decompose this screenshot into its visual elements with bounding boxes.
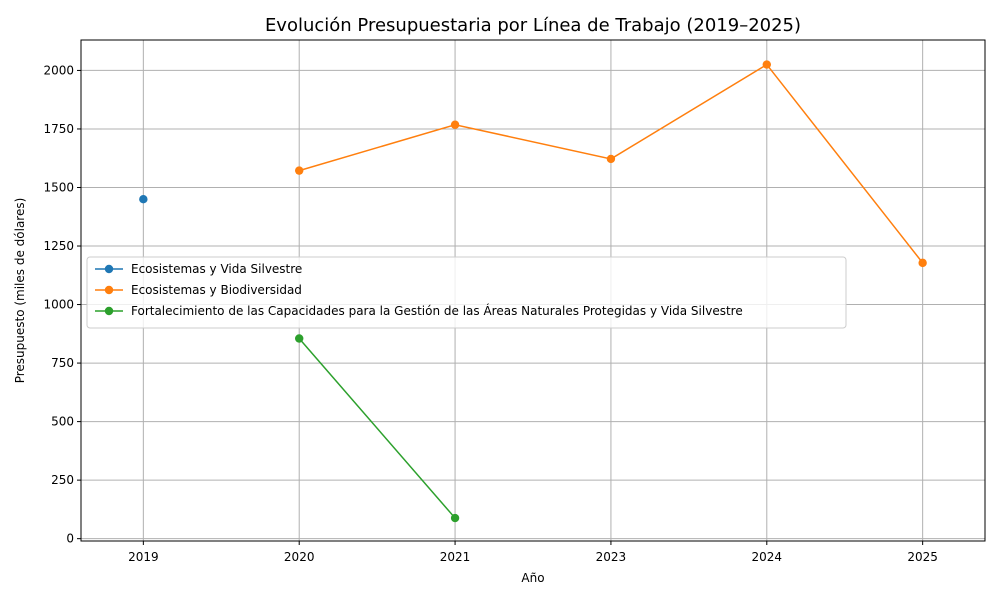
y-tick-label: 1500: [43, 180, 74, 194]
y-tick-label: 0: [66, 532, 74, 546]
legend-label: Ecosistemas y Vida Silvestre: [131, 262, 302, 276]
data-point: [918, 258, 927, 268]
y-tick-label: 250: [51, 473, 74, 487]
legend-swatch-marker: [104, 306, 114, 316]
y-tick-label: 2000: [43, 63, 74, 77]
y-tick-label: 1750: [43, 122, 74, 136]
data-point: [139, 194, 148, 204]
legend-item: Fortalecimiento de las Capacidades para …: [95, 303, 743, 318]
series-2: [295, 60, 927, 268]
legend-item: Ecosistemas y Biodiversidad: [95, 283, 302, 297]
x-tick-label: 2021: [440, 550, 471, 564]
legend-swatch-marker: [104, 264, 114, 274]
x-tick-label: 2025: [907, 550, 938, 564]
series-1: [139, 194, 148, 204]
y-tick-label: 500: [51, 415, 74, 429]
data-point: [295, 334, 304, 343]
data-point: [450, 513, 460, 523]
plot-frame: [80, 39, 986, 542]
legend-label: Fortalecimiento de las Capacidades para …: [131, 303, 743, 318]
y-tick-label: 1000: [43, 298, 74, 312]
y-axis-label: Presupuesto (miles de dólares): [13, 198, 27, 384]
series-3: [295, 334, 460, 523]
data-point: [450, 120, 460, 129]
legend-swatch-marker: [104, 285, 114, 295]
x-tick-label: 2020: [284, 550, 315, 564]
legend: Ecosistemas y Vida Silvestre Ecosistemas …: [86, 256, 847, 329]
x-axis-label: Año: [521, 571, 544, 585]
legend-item: Ecosistemas y Vida Silvestre: [95, 262, 302, 276]
y-tick-label: 750: [51, 356, 74, 370]
axis-ticks: 2019 2020 2021 2023 2024 2025 0 250 500 750 1000 12…: [43, 63, 937, 564]
series-layer: [139, 60, 927, 523]
x-tick-label: 2023: [596, 550, 627, 564]
data-point: [295, 166, 304, 175]
chart-title: Evolución Presupuestaria por Línea de Tr…: [265, 15, 801, 36]
data-point: [606, 154, 616, 164]
legend-label: Ecosistemas y Biodiversidad: [131, 283, 302, 297]
data-point: [762, 60, 771, 69]
y-tick-label: 1250: [43, 239, 74, 253]
x-tick-label: 2019: [128, 550, 159, 564]
series-line: [298, 338, 456, 519]
x-tick-label: 2024: [752, 550, 783, 564]
legend-box: [86, 256, 847, 329]
